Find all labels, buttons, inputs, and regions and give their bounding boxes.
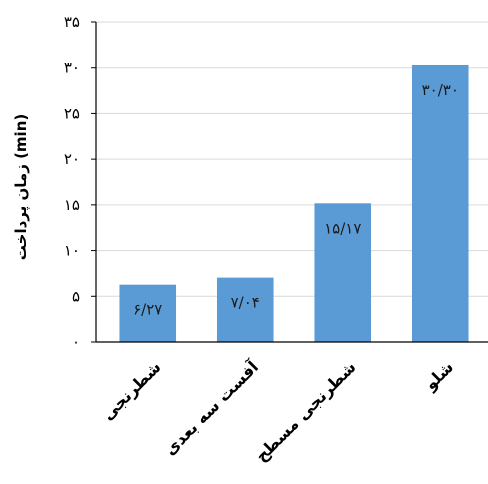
y-tick-label: ۲۰ bbox=[64, 150, 80, 168]
bars bbox=[119, 64, 469, 342]
category-label: شطرنجی مسطح bbox=[251, 357, 359, 465]
data-label: ۶/۲۷ bbox=[133, 301, 162, 319]
data-label: ۷/۰۴ bbox=[231, 294, 260, 312]
y-tick-label: ۱۵ bbox=[64, 196, 80, 214]
y-tick-label: ۳۵ bbox=[64, 13, 80, 31]
y-tick-label: ۰ bbox=[72, 333, 80, 351]
y-tick-label: ۵ bbox=[72, 287, 80, 305]
y-tick-label: ۲۵ bbox=[64, 104, 80, 122]
y-axis-title: زمان پرداخت (min) bbox=[12, 114, 31, 260]
data-label: ۱۵/۱۷ bbox=[324, 219, 361, 237]
axes bbox=[91, 21, 488, 343]
data-label: ۳۰/۳۰ bbox=[422, 81, 459, 99]
category-label: شلو bbox=[420, 357, 457, 394]
bar bbox=[411, 64, 469, 342]
category-label: شطرنجی bbox=[98, 357, 164, 423]
grid-lines bbox=[96, 21, 488, 297]
y-tick-label: ۱۰ bbox=[64, 242, 80, 260]
bar bbox=[216, 277, 274, 342]
bar bbox=[119, 284, 177, 342]
bar bbox=[314, 203, 372, 342]
data-labels: ۶/۲۷ ۷/۰۴ ۱۵/۱۷ ۳۰/۳۰ bbox=[133, 81, 459, 319]
y-tick-label: ۳۰ bbox=[64, 59, 80, 77]
y-tick-labels: ۰ ۵ ۱۰ ۱۵ ۲۰ ۲۵ ۳۰ ۳۵ bbox=[64, 13, 80, 351]
category-label: آفست سه بعدی bbox=[160, 356, 263, 459]
